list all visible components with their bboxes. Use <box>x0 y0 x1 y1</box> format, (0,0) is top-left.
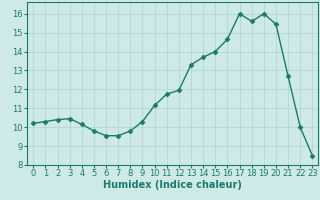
X-axis label: Humidex (Indice chaleur): Humidex (Indice chaleur) <box>103 180 242 190</box>
